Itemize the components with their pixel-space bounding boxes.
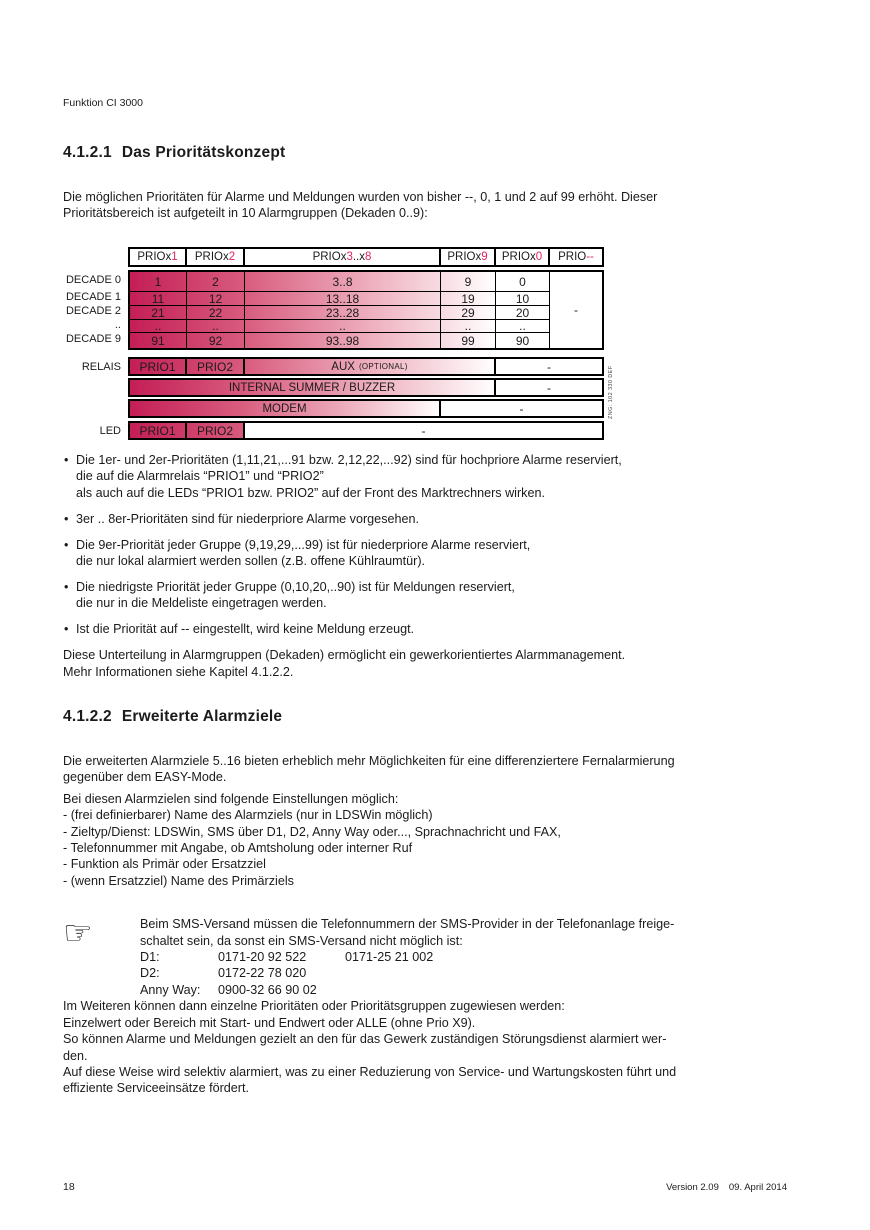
cell: .. bbox=[496, 319, 550, 333]
cell: 10 bbox=[496, 292, 550, 306]
cell: 22 bbox=[187, 306, 245, 320]
bullet-item: 3er .. 8er-Prioritäten sind für niederpr… bbox=[63, 511, 793, 528]
header-row-spacer bbox=[63, 247, 128, 267]
provider-row: Anny Way: 0900-32 66 90 02 bbox=[140, 982, 317, 997]
cell: 3..8 bbox=[245, 272, 441, 292]
cell: 20 bbox=[496, 306, 550, 320]
modem-row: MODEM - bbox=[63, 399, 623, 418]
row-label: DECADE 0 bbox=[65, 274, 121, 286]
paragraph: Im Weiteren können dann einzelne Priorit… bbox=[63, 999, 565, 1030]
paragraph: Die erweiterten Alarmziele 5..16 bieten … bbox=[63, 754, 675, 785]
intro-paragraph: Die möglichen Prioritäten für Alarme und… bbox=[63, 190, 658, 221]
bullet-item: Die 1er- und 2er-Prioritäten (1,11,21,..… bbox=[63, 452, 793, 501]
row-label: DECADE 2 bbox=[65, 305, 121, 317]
cell: 21 bbox=[130, 306, 187, 320]
relais-label: RELAIS bbox=[81, 360, 121, 373]
paragraph: Auf diese Weise wird selektiv alarmiert,… bbox=[63, 1064, 677, 1096]
cell: 2 bbox=[187, 272, 245, 292]
cell: .. bbox=[187, 319, 245, 333]
decade-row-labels: DECADE 0 DECADE 1 DECADE 2 .. DECADE 9 bbox=[63, 270, 128, 350]
col-header-priox1: PRIOx 1 bbox=[130, 249, 187, 265]
dash-cell: - bbox=[496, 359, 602, 374]
led-prio2-cell: PRIO2 bbox=[187, 423, 245, 438]
page-number: 18 bbox=[63, 1181, 75, 1193]
row-label: .. bbox=[114, 318, 121, 331]
led-row: LED PRIO1 PRIO2 - bbox=[63, 421, 623, 440]
summer-cell: INTERNAL SUMMER / BUZZER bbox=[130, 380, 496, 395]
section-heading-1: 4.1.2.1 Das Prioritätskonzept bbox=[63, 144, 285, 162]
page-footer: 18 Version 2.09 09. April 2014 bbox=[63, 1181, 787, 1193]
bullet-item: Die 9er-Priorität jeder Gruppe (9,19,29,… bbox=[63, 537, 793, 570]
col-header-priox9: PRIOx 9 bbox=[441, 249, 496, 265]
note-block: ☞ Beim SMS-Versand müssen die Telefonnum… bbox=[63, 916, 793, 998]
cell: 0 bbox=[496, 272, 550, 292]
cell: .. bbox=[130, 319, 187, 333]
col-header-prio-none: PRIO -- bbox=[550, 249, 602, 265]
cell: 11 bbox=[130, 292, 187, 306]
section-title: Erweiterte Alarmziele bbox=[121, 708, 283, 725]
section-number: 4.1.2.1 bbox=[63, 144, 112, 161]
cell: 23..28 bbox=[245, 306, 441, 320]
col-header-priox3-x8: PRIOx 3 ..x 8 bbox=[245, 249, 441, 265]
drawing-number-caption: ZNG: 102 330 DEF bbox=[608, 365, 614, 419]
version-info: Version 2.09 09. April 2014 bbox=[666, 1182, 787, 1193]
note-text: Beim SMS-Versand müssen die Telefonnumme… bbox=[140, 917, 675, 948]
provider-row: D1: 0171-20 92 522 0171-25 21 002 bbox=[140, 950, 434, 965]
cell: 13..18 bbox=[245, 292, 441, 306]
aux-cell: AUX (OPTIONAL) bbox=[245, 359, 496, 374]
bullet-item: Ist die Priorität auf -- eingestellt, wi… bbox=[63, 621, 793, 638]
row-label: DECADE 9 bbox=[65, 332, 121, 345]
closing-paragraph: Diese Unterteilung in Alarmgruppen (Deka… bbox=[63, 648, 626, 679]
led-label: LED bbox=[99, 424, 121, 437]
aux-optional-note: (OPTIONAL) bbox=[358, 362, 408, 371]
dash-cell: - bbox=[441, 401, 602, 416]
dash-cell: - bbox=[245, 423, 602, 438]
section-2-body: Die erweiterten Alarmziele 5..16 bieten … bbox=[63, 753, 793, 1097]
cell: 9 bbox=[441, 272, 496, 292]
priority-table: PRIOx 1 PRIOx 2 PRIOx 3 ..x 8 PRIOx 9 PRIOx 0 P… bbox=[63, 247, 623, 442]
cell: 1 bbox=[130, 272, 187, 292]
priority-bullet-list: Die 1er- und 2er-Prioritäten (1,11,21,..… bbox=[63, 452, 793, 680]
decade-grid: 1 2 3..8 9 0 - 11 12 13..18 19 10 21 22 … bbox=[128, 270, 604, 350]
bullet-item: Die niedrigste Priorität jeder Gruppe (0… bbox=[63, 579, 793, 612]
paragraph: So können Alarme und Meldungen gezielt a… bbox=[63, 1032, 667, 1063]
provider-row: D2: 0172-22 78 020 bbox=[140, 966, 307, 981]
cell: 90 bbox=[496, 333, 550, 348]
dash-cell: - bbox=[496, 380, 602, 395]
relais-prio1-cell: PRIO1 bbox=[130, 359, 187, 374]
section-number: 4.1.2.2 bbox=[63, 708, 112, 725]
summer-row: INTERNAL SUMMER / BUZZER - bbox=[63, 378, 623, 397]
cell: .. bbox=[245, 319, 441, 333]
decade-rows: DECADE 0 DECADE 1 DECADE 2 .. DECADE 9 1… bbox=[63, 270, 623, 350]
cell: 92 bbox=[187, 333, 245, 348]
cell: 19 bbox=[441, 292, 496, 306]
col-header-priox0: PRIOx 0 bbox=[496, 249, 550, 265]
manicule-pointing-hand-icon: ☞ bbox=[63, 914, 93, 952]
running-header: Funktion CI 3000 bbox=[63, 97, 143, 109]
cell: 93..98 bbox=[245, 333, 441, 348]
settings-list: Bei diesen Alarmzielen sind folgende Ein… bbox=[63, 791, 561, 888]
priority-table-header-row: PRIOx 1 PRIOx 2 PRIOx 3 ..x 8 PRIOx 9 PRIOx 0 P… bbox=[63, 247, 623, 267]
merged-dash-cell: - bbox=[550, 272, 602, 348]
cell: 12 bbox=[187, 292, 245, 306]
cell: 29 bbox=[441, 306, 496, 320]
section-heading-2: 4.1.2.2 Erweiterte Alarmziele bbox=[63, 708, 282, 726]
relais-row: RELAIS PRIO1 PRIO2 AUX (OPTIONAL) - bbox=[63, 357, 623, 376]
modem-cell: MODEM bbox=[130, 401, 441, 416]
relais-prio2-cell: PRIO2 bbox=[187, 359, 245, 374]
cell: .. bbox=[441, 319, 496, 333]
col-header-priox2: PRIOx 2 bbox=[187, 249, 245, 265]
cell: 91 bbox=[130, 333, 187, 348]
row-label: DECADE 1 bbox=[65, 291, 121, 303]
led-prio1-cell: PRIO1 bbox=[130, 423, 187, 438]
cell: 99 bbox=[441, 333, 496, 348]
section-title: Das Prioritätskonzept bbox=[121, 144, 286, 161]
